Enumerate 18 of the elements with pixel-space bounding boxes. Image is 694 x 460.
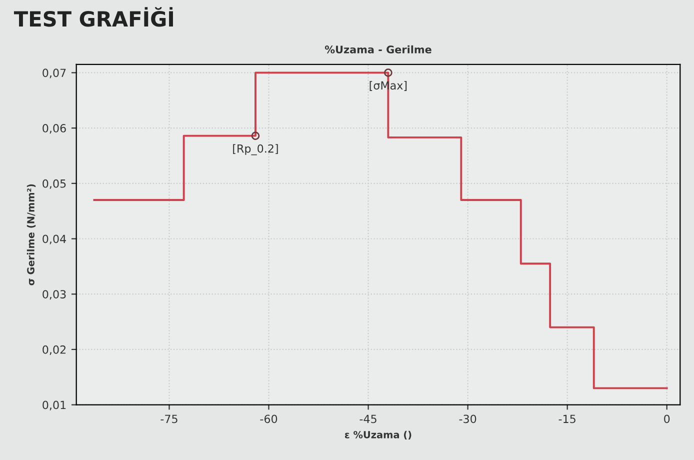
chart-title: TEST GRAFİĞİ [14,7,173,27]
x-tick-label: -75 [160,414,178,424]
x-tick-label: 0 [664,414,670,424]
x-tick-label: -30 [459,414,476,424]
annotation: [Rp_0.2] [233,144,278,156]
y-tick-label: 0,03 [42,290,66,300]
x-tick-label: -60 [260,414,278,424]
x-tick-label: -15 [558,414,576,424]
y-tick-label: 0,05 [42,179,66,189]
chart-subtitle: %Uzama - Gerilme [324,45,432,54]
x-axis-title: ε %Uzama () [344,430,412,440]
y-tick-label: 0,01 [42,400,66,410]
y-axis-title: σ Gerilme (N/mm²) [26,184,36,286]
y-tick-label: 0,02 [42,345,66,355]
y-tick-label: 0,04 [42,234,66,244]
y-tick-label: 0,06 [42,124,66,134]
y-tick-label: 0,07 [42,68,66,78]
x-tick-label: -45 [360,414,376,424]
